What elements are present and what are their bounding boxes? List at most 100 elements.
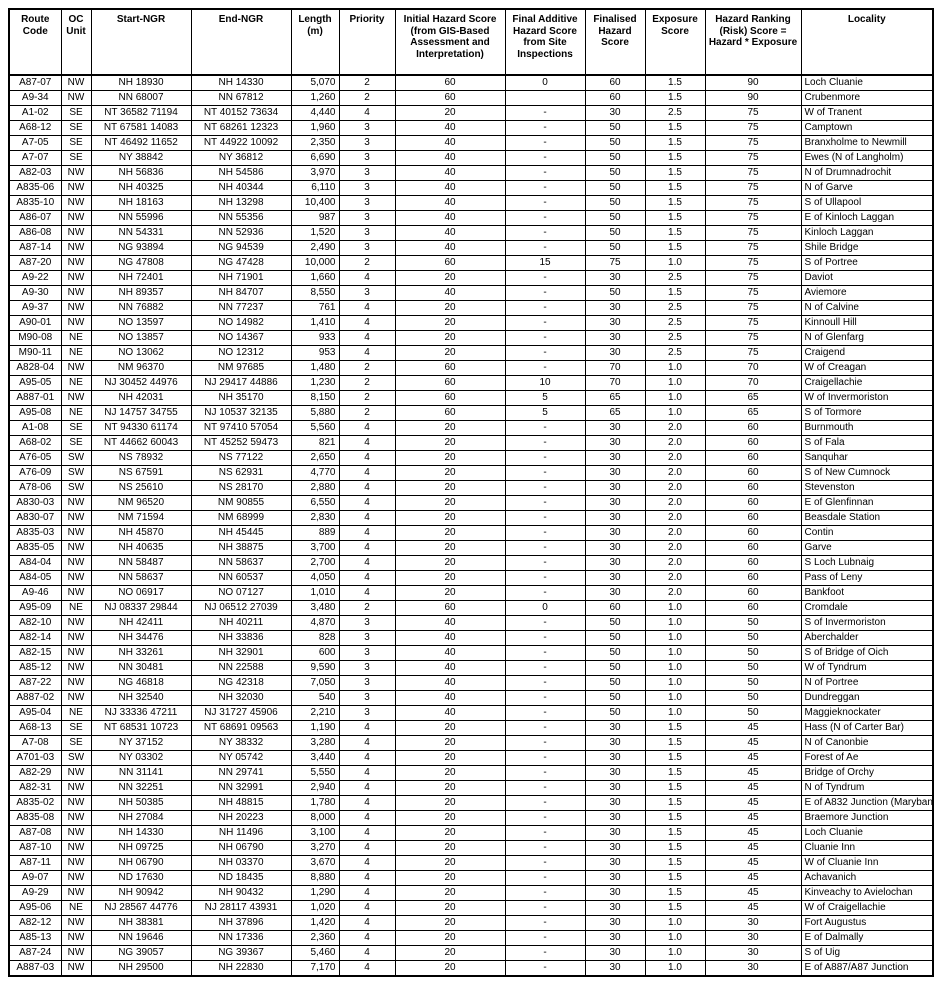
cell-startNGR: NH 90942 [91,886,191,901]
cell-riskScore: 45 [705,856,801,871]
cell-locality: Braemore Junction [801,811,933,826]
cell-initHaz: 20 [395,721,505,736]
cell-locality: Cromdale [801,601,933,616]
cell-initHaz: 60 [395,601,505,616]
cell-startNGR: NJ 33336 47211 [91,706,191,721]
cell-exposure: 1.5 [645,286,705,301]
cell-addHaz: - [505,691,585,706]
cell-priority: 3 [339,211,395,226]
cell-oc: NW [61,946,91,961]
cell-exposure: 2.5 [645,301,705,316]
cell-length: 5,550 [291,766,339,781]
cell-route: A68-12 [9,121,61,136]
cell-length: 3,700 [291,541,339,556]
cell-addHaz: 0 [505,601,585,616]
col-header-startNGR: Start-NGR [91,9,191,75]
cell-startNGR: NH 38381 [91,916,191,931]
cell-startNGR: NY 37152 [91,736,191,751]
cell-route: A76-05 [9,451,61,466]
cell-addHaz [505,91,585,106]
cell-finHaz: 30 [585,871,645,886]
cell-addHaz: - [505,106,585,121]
cell-oc: NW [61,691,91,706]
cell-exposure: 1.0 [645,706,705,721]
cell-finHaz: 50 [585,211,645,226]
cell-priority: 3 [339,196,395,211]
cell-locality: N of Portree [801,676,933,691]
cell-locality: Aberchalder [801,631,933,646]
cell-route: A95-09 [9,601,61,616]
cell-addHaz: - [505,361,585,376]
cell-oc: NW [61,646,91,661]
table-row: A87-07NWNH 18930NH 143305,0702600601.590… [9,75,933,91]
cell-initHaz: 40 [395,676,505,691]
cell-locality: S of New Cumnock [801,466,933,481]
cell-addHaz: - [505,241,585,256]
cell-locality: Cluanie Inn [801,841,933,856]
cell-startNGR: NT 68531 10723 [91,721,191,736]
cell-endNGR: NN 67812 [191,91,291,106]
cell-endNGR: NM 68999 [191,511,291,526]
cell-addHaz: - [505,901,585,916]
cell-endNGR: NH 40211 [191,616,291,631]
cell-exposure: 1.0 [645,361,705,376]
cell-exposure: 1.5 [645,211,705,226]
cell-priority: 3 [339,676,395,691]
cell-length: 10,400 [291,196,339,211]
cell-priority: 4 [339,541,395,556]
cell-exposure: 1.5 [645,91,705,106]
cell-locality: N of Tyndrum [801,781,933,796]
cell-initHaz: 20 [395,421,505,436]
cell-priority: 4 [339,571,395,586]
cell-oc: SW [61,751,91,766]
cell-endNGR: NG 94539 [191,241,291,256]
cell-addHaz: - [505,751,585,766]
cell-priority: 4 [339,856,395,871]
cell-locality: W of Tyndrum [801,661,933,676]
cell-riskScore: 90 [705,75,801,91]
cell-route: A82-12 [9,916,61,931]
cell-endNGR: NY 05742 [191,751,291,766]
cell-riskScore: 50 [705,616,801,631]
cell-startNGR: NT 46492 11652 [91,136,191,151]
cell-oc: SE [61,106,91,121]
cell-addHaz: - [505,541,585,556]
cell-route: A830-03 [9,496,61,511]
cell-oc: NE [61,601,91,616]
cell-addHaz: - [505,676,585,691]
cell-length: 1,520 [291,226,339,241]
cell-finHaz: 30 [585,961,645,977]
cell-locality: Craigend [801,346,933,361]
cell-locality: Loch Cluanie [801,75,933,91]
cell-locality: Bridge of Orchy [801,766,933,781]
cell-addHaz: - [505,451,585,466]
cell-endNGR: NN 29741 [191,766,291,781]
cell-oc: NW [61,361,91,376]
cell-route: A835-10 [9,196,61,211]
cell-initHaz: 20 [395,481,505,496]
cell-initHaz: 40 [395,226,505,241]
cell-locality: Bankfoot [801,586,933,601]
cell-endNGR: NT 45252 59473 [191,436,291,451]
cell-startNGR: NO 06917 [91,586,191,601]
cell-priority: 3 [339,691,395,706]
cell-endNGR: ND 18435 [191,871,291,886]
cell-oc: NW [61,826,91,841]
cell-addHaz: - [505,886,585,901]
cell-oc: NW [61,661,91,676]
col-header-finHaz: FinalisedHazardScore [585,9,645,75]
cell-locality: Garve [801,541,933,556]
cell-locality: Kinloch Laggan [801,226,933,241]
cell-riskScore: 75 [705,316,801,331]
cell-startNGR: NH 27084 [91,811,191,826]
cell-oc: SE [61,421,91,436]
cell-startNGR: NN 19646 [91,931,191,946]
cell-finHaz: 30 [585,106,645,121]
cell-length: 540 [291,691,339,706]
cell-route: A82-03 [9,166,61,181]
cell-length: 4,770 [291,466,339,481]
cell-endNGR: NH 06790 [191,841,291,856]
cell-riskScore: 60 [705,541,801,556]
table-row: A9-37NWNN 76882NN 77237761420-302.575N o… [9,301,933,316]
cell-endNGR: NT 44922 10092 [191,136,291,151]
